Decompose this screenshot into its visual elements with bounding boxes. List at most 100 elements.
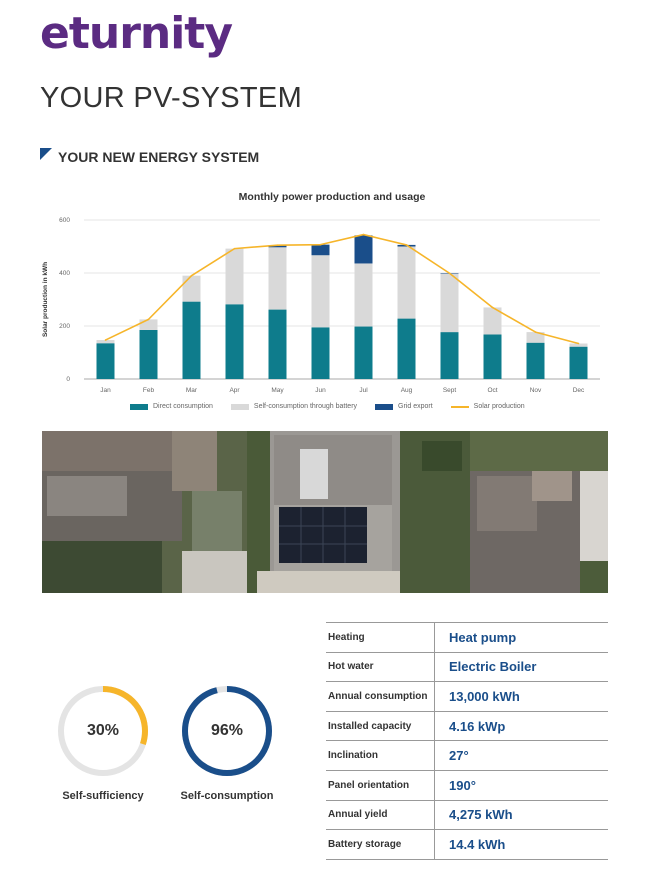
spec-row-battery-storage: Battery storage 14.4 kWh — [326, 829, 608, 860]
bar-direct-consumption-dec — [569, 346, 588, 379]
x-tick-label: Oct — [487, 387, 497, 394]
chart-title: Monthly power production and usage — [239, 191, 426, 203]
spec-value: 27° — [449, 748, 469, 764]
section-marker-icon — [40, 148, 52, 160]
legend-swatch — [230, 403, 249, 410]
spec-value: 190° — [449, 777, 476, 793]
energy-chart: Monthly power production and usage Solar … — [42, 191, 600, 394]
spec-value: 13,000 kWh — [449, 688, 520, 704]
legend-label: Grid export — [398, 403, 433, 410]
bar-direct-consumption-jul — [354, 326, 373, 379]
legend-item: Solar production — [450, 403, 525, 410]
bar-direct-consumption-nov — [526, 342, 545, 379]
bar-self-consumption-through-battery-may — [268, 247, 287, 310]
bar-self-consumption-through-battery-dec — [569, 343, 588, 347]
spec-value: 4,275 kWh — [449, 807, 513, 823]
solar-production-point — [448, 272, 451, 275]
spec-key: Hot water — [326, 652, 435, 682]
solar-production-point — [276, 244, 279, 246]
bar-direct-consumption-may — [268, 309, 287, 379]
system-specs-table: Heating Heat pump Hot water Electric Boi… — [326, 622, 608, 860]
legend-label: Self-consumption through battery — [253, 403, 358, 410]
solar-production-point — [405, 244, 408, 246]
y-tick-label: 200 — [59, 323, 70, 330]
x-tick-label: Nov — [530, 387, 542, 394]
solar-production-point — [104, 339, 107, 341]
spec-value: Electric Boiler — [449, 659, 537, 675]
bar-self-consumption-through-battery-jun — [311, 255, 330, 328]
self-consumption-label: Self-consumption — [180, 790, 274, 802]
solar-production-point — [534, 331, 537, 333]
y-axis-label: Solar production in kWh — [42, 262, 49, 337]
x-tick-label: Jul — [359, 387, 368, 394]
self-consumption-ring — [182, 686, 272, 776]
bar-self-consumption-through-battery-feb — [139, 319, 158, 330]
solar-production-line — [105, 233, 579, 345]
bar-direct-consumption-mar — [182, 301, 201, 379]
spec-row-hot-water: Hot water Electric Boiler — [326, 652, 608, 682]
spec-value: 14.4 kWh — [449, 836, 506, 852]
x-tick-label: Feb — [143, 387, 155, 394]
bar-direct-consumption-jun — [311, 327, 330, 379]
x-tick-label: Jun — [315, 387, 326, 394]
solar-production-point — [319, 243, 322, 246]
spec-key: Inclination — [326, 740, 435, 771]
chart-legend: Direct consumption Self-consumption throu… — [130, 403, 525, 410]
bar-grid-export-jun — [311, 244, 330, 256]
spec-key: Annual consumption — [326, 681, 435, 712]
x-tick-label: Dec — [573, 387, 585, 394]
bar-direct-consumption-aug — [397, 318, 416, 379]
bar-self-consumption-through-battery-oct — [483, 307, 502, 335]
bar-direct-consumption-oct — [483, 334, 502, 379]
legend-item: Grid export — [375, 403, 433, 410]
bar-grid-export-jul — [354, 235, 373, 264]
legend-swatch — [130, 403, 148, 410]
self-consumption-metric: 96% Self-consumption — [179, 683, 275, 802]
eturnity-logo: eturnity — [40, 8, 233, 59]
legend-label: Direct consumption — [153, 403, 213, 410]
bar-direct-consumption-apr — [225, 304, 244, 379]
self-sufficiency-label: Self-sufficiency — [62, 790, 144, 802]
spec-row-panel-orientation: Panel orientation 190° — [326, 770, 608, 801]
solar-production-point — [362, 233, 365, 236]
bar-self-consumption-through-battery-jan — [96, 340, 115, 344]
x-tick-label: Jan — [100, 387, 111, 394]
spec-row-installed-capacity: Installed capacity 4.16 kWp — [326, 711, 608, 741]
self-sufficiency-value: 30% — [86, 722, 120, 739]
spec-key: Installed capacity — [326, 711, 435, 741]
legend-swatch — [375, 403, 394, 410]
y-tick-label: 600 — [59, 217, 70, 224]
spec-key: Heating — [326, 622, 435, 653]
bar-self-consumption-through-battery-apr — [225, 248, 244, 305]
self-sufficiency-metric: 30% Self-sufficiency — [55, 683, 151, 802]
x-tick-label: Sept — [443, 387, 457, 394]
bar-self-consumption-through-battery-mar — [182, 275, 201, 302]
y-tick-label: 400 — [59, 270, 70, 277]
spec-key: Battery storage — [326, 829, 435, 860]
solar-production-point — [577, 342, 580, 345]
spec-key: Panel orientation — [326, 770, 435, 801]
spec-value: Heat pump — [449, 629, 517, 645]
bar-self-consumption-through-battery-nov — [526, 332, 545, 343]
spec-row-heating: Heating Heat pump — [326, 622, 608, 653]
solar-production-point — [233, 247, 236, 250]
spec-row-annual-yield: Annual yield 4,275 kWh — [326, 800, 608, 830]
self-sufficiency-ring — [58, 686, 148, 776]
solar-production-point — [491, 306, 494, 309]
solar-production-point — [147, 318, 150, 321]
bar-self-consumption-through-battery-sept — [440, 273, 459, 333]
legend-swatch — [450, 405, 469, 408]
bar-self-consumption-through-battery-aug — [397, 246, 416, 319]
page-title: YOUR PV-SYSTEM — [40, 82, 303, 114]
bar-direct-consumption-feb — [139, 329, 158, 379]
spec-key: Annual yield — [326, 800, 435, 830]
legend-item: Direct consumption — [130, 403, 213, 410]
spec-row-annual-consumption: Annual consumption 13,000 kWh — [326, 681, 608, 712]
section-header: YOUR NEW ENERGY SYSTEM — [40, 148, 259, 164]
bar-grid-export-may — [268, 245, 287, 248]
spec-value: 4.16 kWp — [449, 718, 506, 734]
bar-direct-consumption-jan — [96, 343, 115, 379]
x-tick-label: Aug — [401, 387, 413, 394]
x-tick-label: Apr — [229, 387, 240, 394]
x-tick-label: May — [271, 387, 284, 394]
